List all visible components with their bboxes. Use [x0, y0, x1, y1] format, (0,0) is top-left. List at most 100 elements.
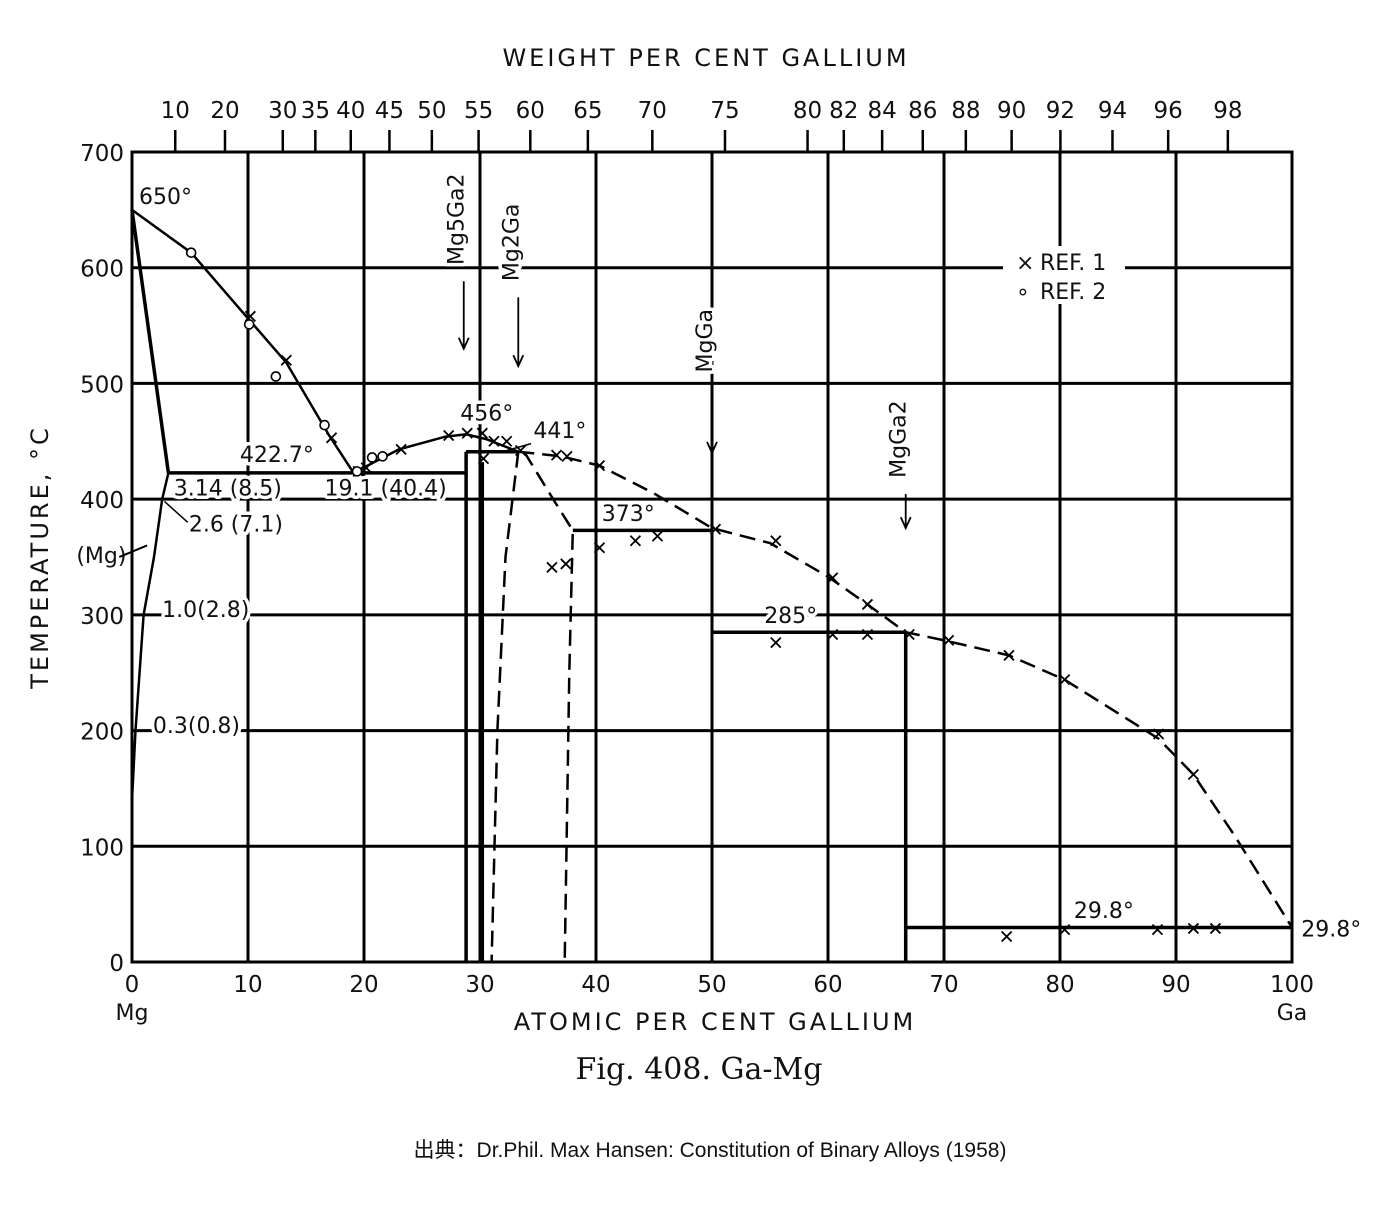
phase-label-mg5ga2: Mg5Ga2	[441, 170, 473, 351]
ref1-point	[1003, 649, 1015, 661]
y-tick-label: 0	[109, 951, 124, 977]
ref1-point	[1187, 768, 1200, 781]
ref1-point	[546, 561, 558, 574]
ref1-point	[770, 535, 782, 547]
legend-label-2: REF. 2	[1040, 280, 1106, 305]
ref1-point	[1001, 930, 1013, 943]
arrow-head-icon	[706, 441, 718, 456]
curve-liquidus-ga-side	[518, 450, 1294, 929]
weight-tick-label: 90	[997, 98, 1026, 124]
weight-tick-label: 70	[638, 98, 667, 124]
x-tick-label: 50	[697, 972, 726, 998]
x-end-label-ga: Ga	[1277, 1001, 1308, 1026]
weight-tick-label: 35	[301, 98, 330, 124]
weight-tick-label: 98	[1213, 98, 1242, 124]
x-tick-label: 10	[233, 972, 262, 998]
x-end-label-mg: Mg	[116, 1001, 149, 1026]
phase-diagram: 0 10 20 30 40 50 60 70 80 90 100 0 100 200 300 400 500 60…	[26, 44, 1362, 1036]
legend-label-1: REF. 1	[1040, 251, 1106, 276]
ref1-point	[827, 628, 839, 641]
annotation-label: 1.0(2.8)	[162, 598, 249, 623]
plot-frame	[130, 150, 1294, 964]
annotation-label: 19.1 (40.4)	[325, 477, 447, 502]
annotation-label: 29.8°	[1301, 918, 1361, 943]
annotation-label: 29.8°	[1074, 899, 1134, 924]
ref1-point	[709, 523, 722, 535]
weight-tick-label: 20	[210, 98, 239, 124]
ref1-point	[395, 443, 407, 456]
legend-marker-2: ∘	[1016, 280, 1030, 305]
ref1-point	[629, 535, 642, 547]
weight-tick-label: 30	[268, 98, 297, 124]
annotation-label: 650°	[139, 185, 192, 210]
top-axis-title: WEIGHT PER CENT GALLIUM	[502, 44, 909, 72]
weight-tick-label: 40	[336, 98, 365, 124]
annotation-label: 3.14 (8.5)	[174, 477, 282, 502]
ref1-point	[651, 530, 664, 542]
ref1-point	[461, 427, 473, 439]
ref2-point	[270, 371, 282, 382]
ref1-point	[550, 449, 563, 461]
annotation-label: 422.7°	[240, 443, 314, 468]
weight-tick-label: 96	[1154, 98, 1183, 124]
ref2-point	[185, 247, 197, 258]
ref1-point	[943, 634, 955, 646]
weight-tick-label: 60	[516, 98, 545, 124]
ref2-point	[351, 466, 363, 477]
annotation-label: 373°	[602, 502, 655, 527]
x-tick-label: 20	[349, 972, 378, 998]
ref1-point	[861, 628, 874, 641]
curve-mg2ga-left	[490, 451, 520, 963]
ref1-point	[593, 459, 606, 472]
annotation-label: 456°	[460, 401, 513, 426]
annotation-label: 285°	[764, 604, 817, 629]
ref1-point	[1152, 728, 1165, 740]
y-tick-label: 400	[80, 488, 124, 514]
curve-liquidus-mg	[131, 208, 355, 474]
legend-marker-1: ×	[1016, 251, 1034, 276]
phase-label-mgga: MgGa	[690, 305, 722, 456]
arrow-head-icon	[899, 516, 912, 531]
leader-441	[506, 442, 532, 452]
ref1-point	[560, 558, 572, 570]
weight-tick-label: 55	[464, 98, 493, 124]
ref1-point	[325, 432, 338, 444]
ref1-point	[593, 542, 606, 554]
ref1-point	[488, 435, 500, 447]
phase-name: MgGa	[693, 309, 718, 372]
y-tick-label: 600	[80, 257, 124, 283]
ref1-point	[827, 572, 839, 584]
ref1-point	[1059, 923, 1071, 936]
y-tick-label: 200	[80, 720, 124, 746]
curve-solvus-mg	[130, 472, 170, 801]
y-axis-title: TEMPERATURE, °C	[26, 425, 54, 690]
weight-tick-label: 94	[1098, 98, 1127, 124]
annotation-label: 2.6 (7.1)	[189, 513, 283, 538]
legend-bg	[1003, 246, 1125, 304]
ref1-point	[477, 453, 490, 465]
annotation-label: 441°	[533, 419, 586, 444]
x-axis-title: ATOMIC PER CENT GALLIUM	[514, 1008, 917, 1036]
x-tick-label: 60	[813, 972, 842, 998]
ref2-point	[366, 452, 378, 463]
phase-label-mgga2: MgGa2	[883, 397, 915, 531]
x-tick-label: 0	[125, 972, 140, 998]
y-tick-label: 700	[80, 141, 124, 167]
phase-name: MgGa2	[887, 400, 912, 477]
ref1-point	[360, 462, 372, 474]
weight-tick-label: 84	[867, 98, 896, 124]
weight-tick-label: 92	[1046, 98, 1075, 124]
y-tick-label: 300	[80, 604, 124, 630]
phase-label-mg2ga: Mg2Ga	[496, 200, 528, 369]
x-tick-label: 40	[581, 972, 610, 998]
leader-2.6	[163, 500, 189, 523]
y-tick-label: 500	[80, 372, 124, 398]
source-citation: 出典：Dr.Phil. Max Hansen: Constitution of …	[413, 1139, 1007, 1162]
weight-tick-label: 86	[908, 98, 937, 124]
weight-tick-label: 50	[417, 98, 446, 124]
leader-mg	[118, 544, 148, 558]
annotation-label: (Mg)	[76, 544, 126, 569]
ref1-point	[1059, 674, 1071, 686]
ref1-point	[1209, 922, 1222, 935]
ref1-point	[501, 435, 513, 447]
